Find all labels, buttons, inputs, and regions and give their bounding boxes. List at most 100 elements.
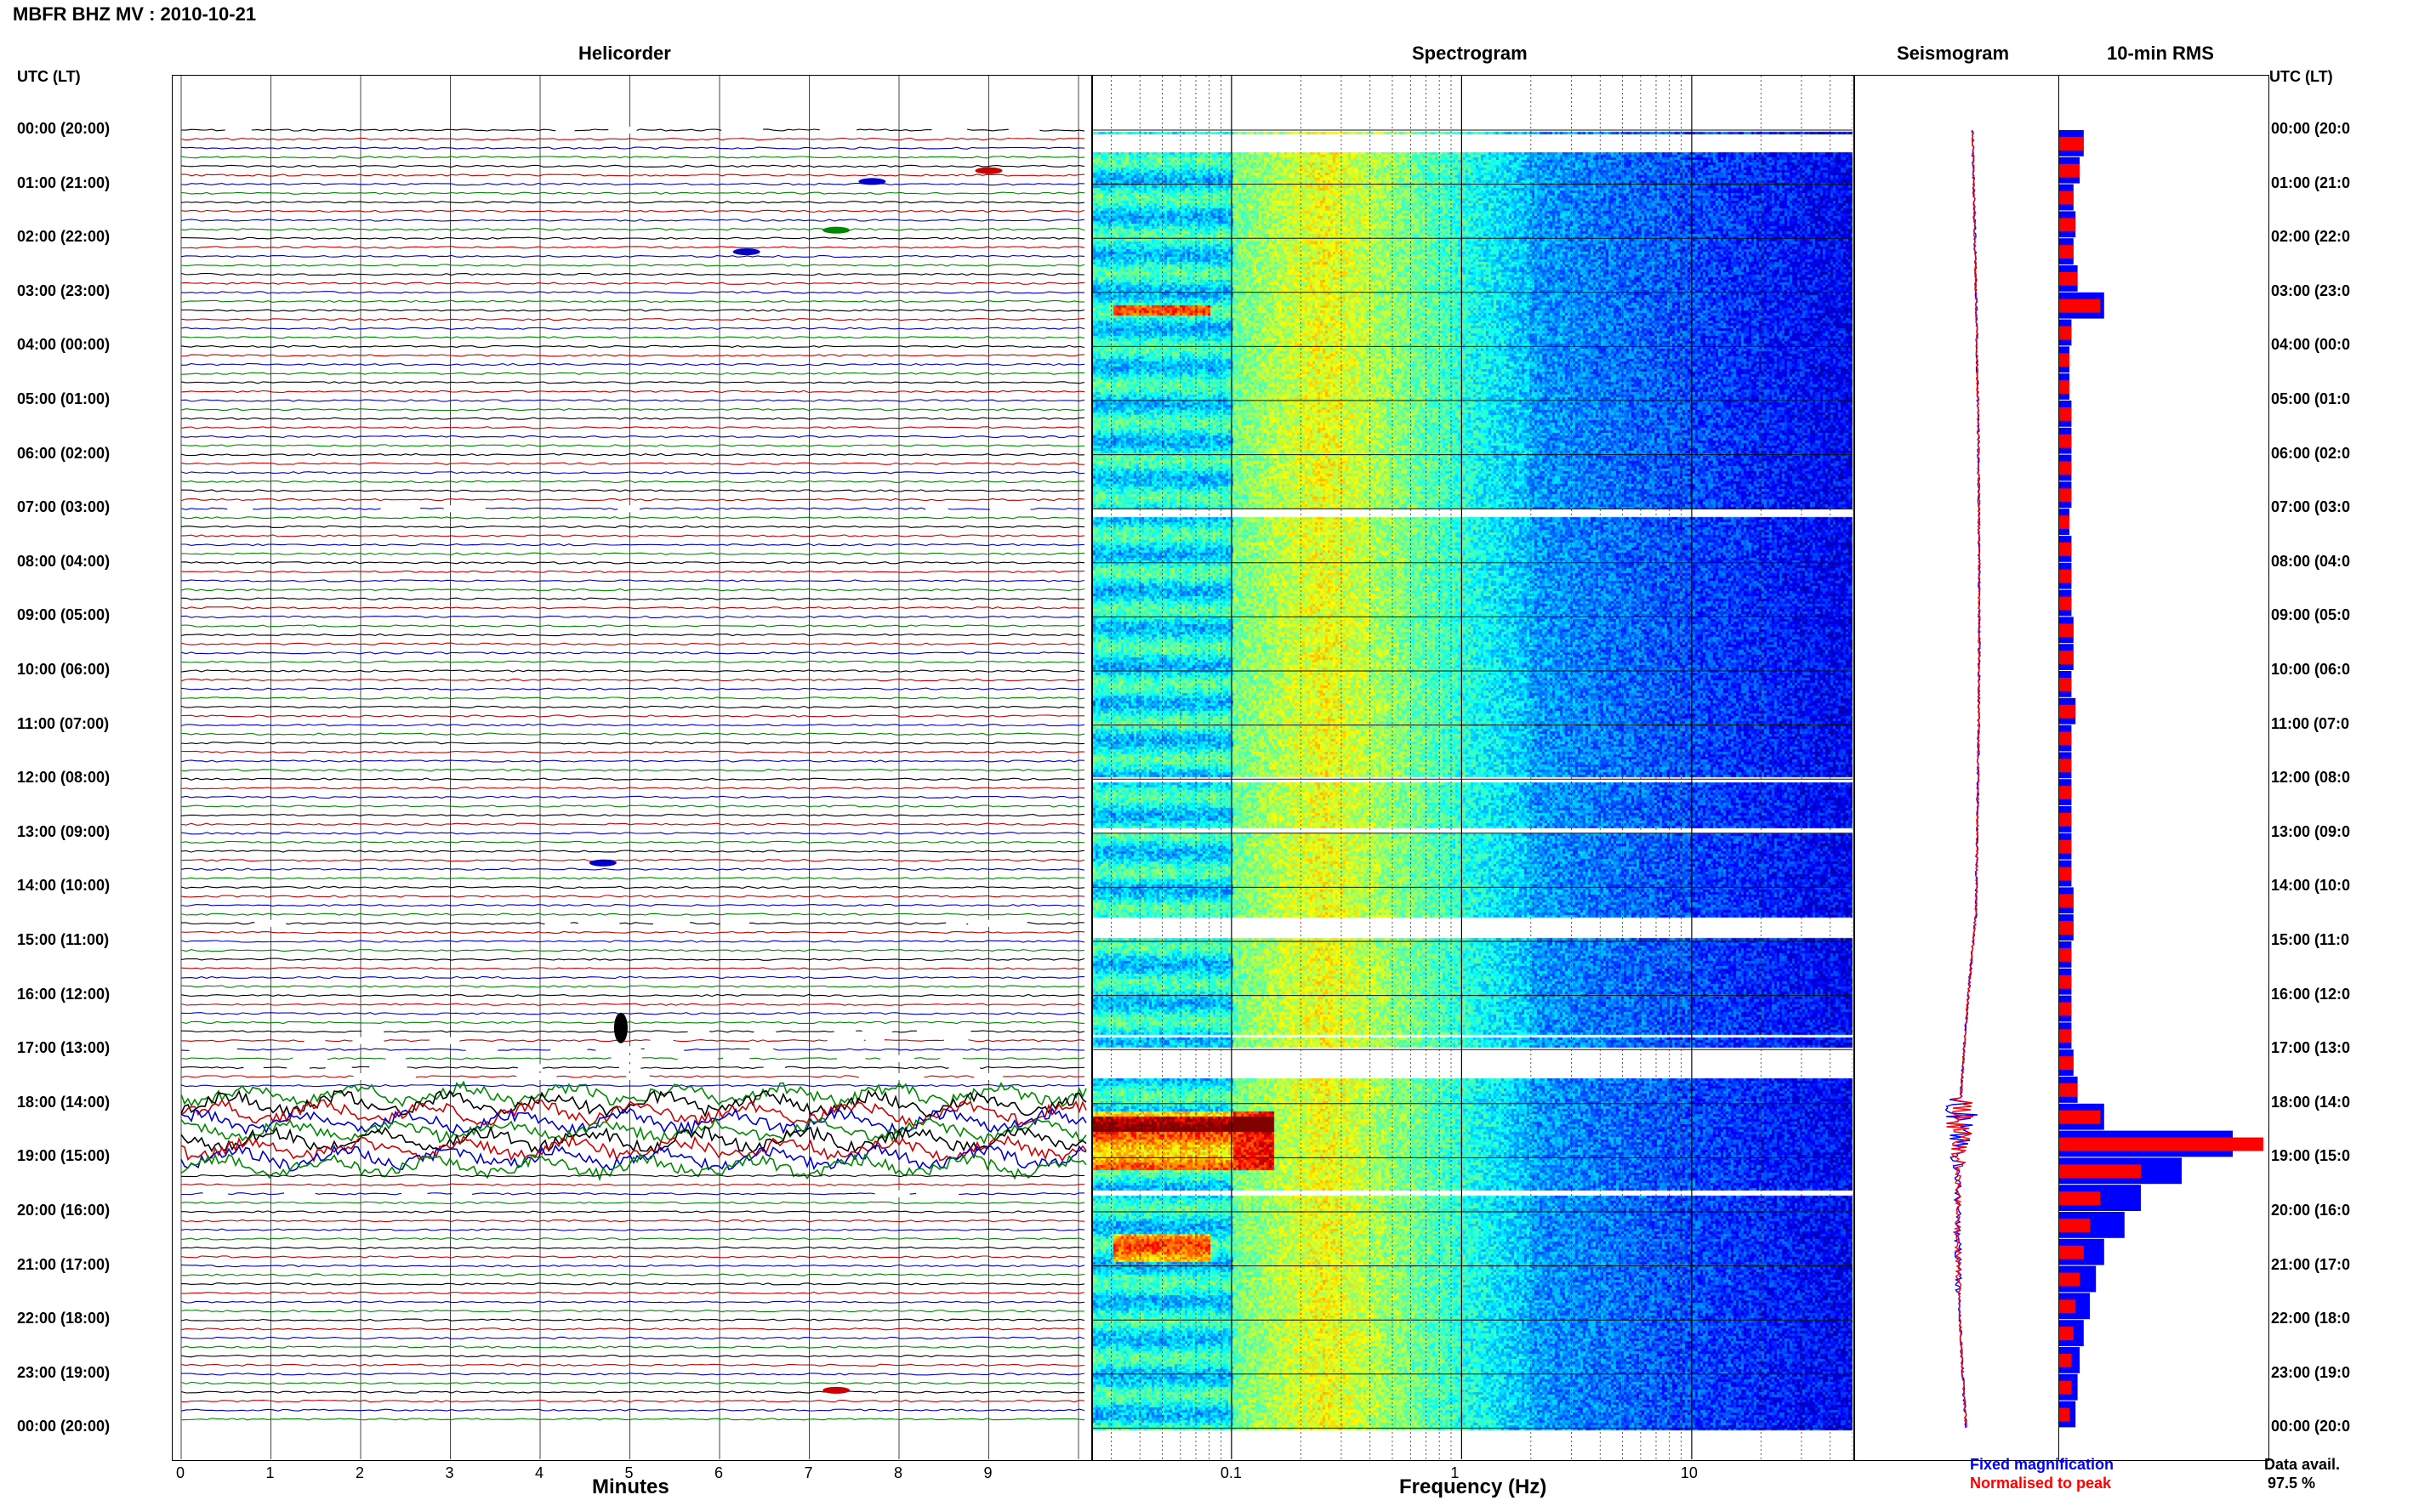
rms-bar-normalised: [2059, 326, 2072, 340]
time-label-left: 12:00 (08:00): [17, 769, 111, 787]
helicorder-trace: [180, 1012, 1085, 1015]
rms-panel: [2058, 75, 2269, 1461]
helicorder-gap: [443, 505, 486, 513]
helicorder-event: [613, 1012, 628, 1043]
helicorder-trace: [180, 877, 1085, 880]
helicorder-gap: [202, 1190, 229, 1197]
time-label-left: 02:00 (22:00): [17, 228, 111, 246]
time-label-left: 00:00 (20:00): [17, 1418, 111, 1435]
helicorder-gap: [385, 1054, 406, 1062]
helicorder-trace: [180, 1273, 1085, 1276]
time-label-left: 07:00 (03:00): [17, 498, 111, 516]
helicorder-gap: [949, 1028, 971, 1035]
helicorder-trace: [181, 579, 1085, 583]
legend-normalised: Normalised to peak: [1970, 1475, 2112, 1492]
rms-bar-normalised: [2059, 759, 2072, 773]
helicorder-gap: [944, 1037, 969, 1044]
rms-plot: [2059, 130, 2263, 1428]
helicorder-trace: [181, 489, 1085, 492]
helicorder-gap: [862, 1028, 892, 1035]
helicorder-gap: [916, 1190, 948, 1197]
time-label-left: 19:00 (15:00): [17, 1147, 111, 1165]
helicorder-trace: [180, 191, 1085, 195]
helicorder-tick-label: 8: [894, 1464, 903, 1481]
helicorder-gap: [352, 1037, 384, 1044]
helicorder-gap: [225, 127, 252, 134]
helicorder-trace: [180, 435, 1085, 439]
time-label-left: 18:00 (14:00): [17, 1093, 111, 1111]
helicorder-gap: [380, 505, 421, 513]
helicorder-gap: [243, 1064, 264, 1071]
seismogram-title: Seismogram: [1897, 43, 2010, 64]
helicorder-gap: [763, 1064, 785, 1071]
helicorder-trace: [180, 687, 1085, 691]
helicorder-gap: [995, 919, 1027, 927]
rms-bar-normalised: [2059, 136, 2084, 151]
helicorder-trace: [180, 822, 1085, 826]
helicorder-trace: [180, 209, 1085, 213]
helicorder-trace: [180, 1408, 1085, 1412]
spectrogram-tick-label: 0.1: [1220, 1464, 1242, 1481]
time-label-left: 22:00 (18:00): [17, 1310, 111, 1327]
helicorder-trace: [180, 1399, 1085, 1403]
helicorder-gap: [227, 505, 253, 513]
helicorder-trace: [180, 813, 1085, 817]
helicorder-gap: [677, 1054, 718, 1062]
rms-bar-normalised: [2059, 1137, 2263, 1151]
helicorder-trace: [180, 1174, 1084, 1178]
helicorder-trace: [180, 993, 1085, 998]
page-title: MBFR BHZ MV : 2010-10-21: [13, 3, 257, 25]
rms-bar-normalised: [2059, 812, 2072, 827]
helicorder-gap: [934, 1028, 959, 1035]
helicorder-gap: [858, 1073, 888, 1080]
helicorder-trace: [180, 344, 1085, 349]
helicorder-trace: [180, 705, 1085, 709]
helicorder-gap: [608, 127, 637, 134]
helicorder-gap: [611, 1054, 642, 1062]
time-label-right: 04:00 (00:0: [2271, 336, 2351, 354]
helicorder-title: Helicorder: [578, 43, 671, 64]
helicorder-gap: [916, 1028, 937, 1035]
helicorder-gap: [865, 1037, 885, 1044]
time-label-left: 20:00 (16:00): [17, 1202, 111, 1219]
rms-bar-normalised: [2059, 1299, 2076, 1314]
time-label-right: 20:00 (16:0: [2271, 1202, 2351, 1219]
data-avail-label: Data avail.: [2264, 1456, 2341, 1473]
helicorder-trace: [180, 1246, 1085, 1250]
helicorder-gap: [452, 1190, 472, 1197]
time-label-right: 08:00 (04:0: [2271, 552, 2351, 570]
time-label-right: 05:00 (01:0: [2271, 390, 2351, 407]
helicorder-gap: [720, 919, 749, 927]
helicorder-trace: [180, 336, 1085, 339]
spectrogram-xlabel: Frequency (Hz): [1399, 1475, 1547, 1498]
helicorder-trace: [180, 1183, 1084, 1186]
helicorder-trace: [180, 787, 1085, 790]
helicorder-tick-label: 4: [535, 1464, 544, 1481]
helicorder-trace: [180, 1354, 1085, 1358]
rms-bar-normalised: [2059, 704, 2076, 719]
helicorder-trace: [180, 750, 1085, 754]
spectrogram-panel: [1092, 75, 1854, 1461]
helicorder-event: [858, 178, 886, 185]
helicorder-gap: [516, 1073, 557, 1080]
helicorder-tick-label: 3: [445, 1464, 454, 1481]
helicorder-trace: [180, 327, 1085, 330]
helicorder-gap: [1008, 127, 1040, 134]
helicorder-trace: [180, 1020, 1085, 1025]
spectrogram-title: Spectrogram: [1412, 43, 1528, 64]
helicorder-gap: [353, 1073, 396, 1080]
time-label-right: 18:00 (14:0: [2271, 1093, 2351, 1111]
helicorder-gap: [989, 505, 1013, 513]
legend-fixed: Fixed magnification: [1970, 1456, 2114, 1473]
helicorder-trace: [180, 534, 1085, 537]
time-label-left: 04:00 (00:00): [17, 336, 111, 354]
helicorder-trace: [180, 642, 1085, 645]
helicorder-gap: [429, 1037, 460, 1044]
helicorder-trace: [180, 615, 1085, 619]
helicorder-trace: [180, 633, 1085, 637]
rms-bar-normalised: [2059, 218, 2076, 232]
helicorder-trace: [180, 759, 1085, 763]
helicorder-tick-label: 7: [804, 1464, 813, 1481]
helicorder-trace: [181, 804, 1085, 808]
helicorder-trace: [180, 1300, 1085, 1304]
